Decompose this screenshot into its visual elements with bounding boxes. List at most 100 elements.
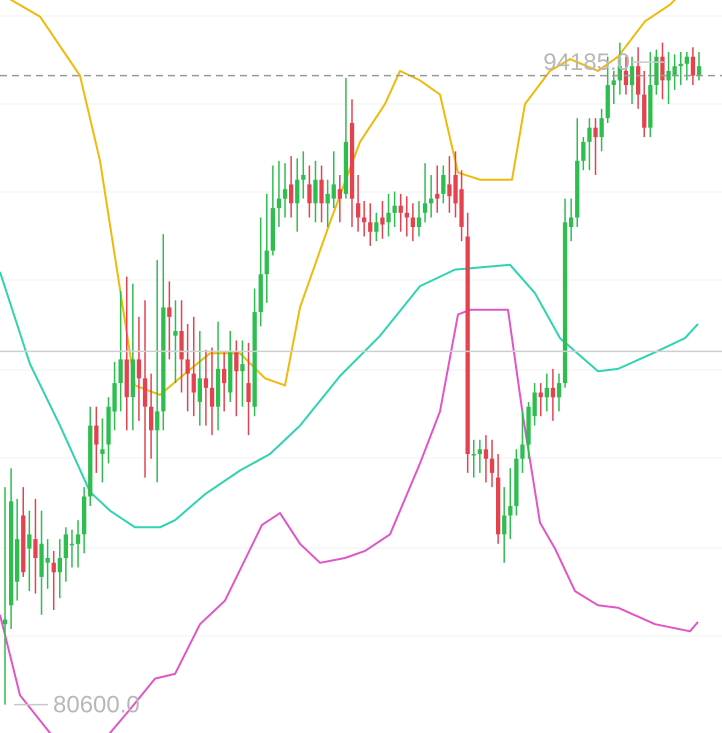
candle-body [435, 193, 440, 199]
candle [258, 217, 263, 327]
low-price-label: 80600.0 [53, 692, 140, 719]
candle-body [209, 387, 215, 407]
candle [629, 56, 635, 104]
candle-body [185, 359, 190, 374]
candle-body [441, 175, 446, 194]
candle-body [124, 359, 129, 398]
candle-body [203, 378, 209, 388]
candle-body [234, 352, 239, 372]
candle [106, 397, 111, 464]
candle [654, 49, 659, 95]
candle-body [502, 515, 507, 535]
candle [203, 349, 209, 426]
candle-body [246, 383, 251, 402]
candle [489, 439, 495, 488]
candle-body [386, 212, 391, 223]
candle [617, 42, 622, 95]
candle [282, 163, 288, 218]
candle-body [106, 406, 111, 445]
candle [307, 165, 312, 218]
candle-body [562, 222, 568, 384]
candle [161, 234, 166, 431]
candle [556, 373, 562, 412]
candle [356, 175, 361, 232]
candle [252, 288, 257, 417]
candle-body [45, 558, 50, 563]
candle [215, 321, 221, 431]
candle-body [349, 123, 355, 199]
candle [295, 158, 300, 232]
candle-body [282, 189, 288, 199]
candle-body [21, 515, 26, 573]
candle [544, 373, 549, 412]
candle-body [2, 619, 8, 625]
candle-body [130, 359, 135, 398]
candle [21, 487, 26, 577]
candle-body [642, 94, 647, 128]
candle [642, 70, 647, 138]
candle-body [240, 364, 245, 372]
candle-body [313, 179, 318, 204]
candle [57, 539, 62, 599]
candle [51, 550, 56, 610]
candle-body [374, 222, 379, 232]
candle [386, 193, 391, 237]
candle [459, 170, 464, 242]
candle [562, 198, 568, 388]
candle-body [9, 501, 14, 606]
candle-body [629, 66, 635, 86]
candle [483, 435, 489, 483]
candle-body [118, 359, 123, 383]
candle [496, 454, 501, 544]
candle-body [343, 141, 349, 194]
candle-body [276, 198, 282, 209]
candle-body [82, 496, 87, 535]
candle-body [648, 85, 653, 128]
candle [678, 52, 683, 86]
candle-body [63, 534, 68, 558]
candle [179, 300, 184, 393]
candle-body [215, 368, 221, 407]
candle-body [575, 160, 580, 218]
candle [532, 383, 537, 426]
candle-body [337, 189, 342, 199]
candle [331, 151, 336, 209]
candle [374, 212, 379, 242]
candle [69, 529, 75, 568]
candle [605, 56, 610, 123]
candle-body [112, 383, 117, 412]
candle-body [88, 425, 93, 497]
candle [155, 260, 160, 483]
candle [477, 439, 482, 473]
candle-body [514, 458, 519, 506]
high-price-label: 94185.0 [543, 49, 630, 76]
middle-band-line [0, 263, 699, 529]
candle-body [587, 127, 592, 142]
candle [167, 281, 172, 360]
candle-body [39, 543, 44, 577]
candle-body [258, 274, 263, 313]
candle-body [27, 534, 32, 549]
candle-body [690, 56, 696, 76]
candle-body [416, 217, 422, 227]
candle [368, 203, 373, 246]
candle [550, 368, 556, 421]
candle [636, 47, 641, 109]
candle [289, 156, 294, 218]
lower-band-line [0, 308, 699, 733]
candle-body [678, 63, 683, 67]
candle [301, 151, 306, 199]
candle-body [362, 217, 367, 223]
candle-body [623, 70, 629, 86]
candle-body [155, 411, 160, 431]
candle [39, 510, 44, 615]
candle [508, 468, 513, 540]
candle-body [252, 312, 257, 407]
candle-body [605, 85, 610, 119]
candle-body [191, 373, 196, 393]
candle [441, 165, 446, 204]
candle [362, 201, 367, 237]
candle [429, 175, 434, 218]
candle [416, 201, 422, 237]
